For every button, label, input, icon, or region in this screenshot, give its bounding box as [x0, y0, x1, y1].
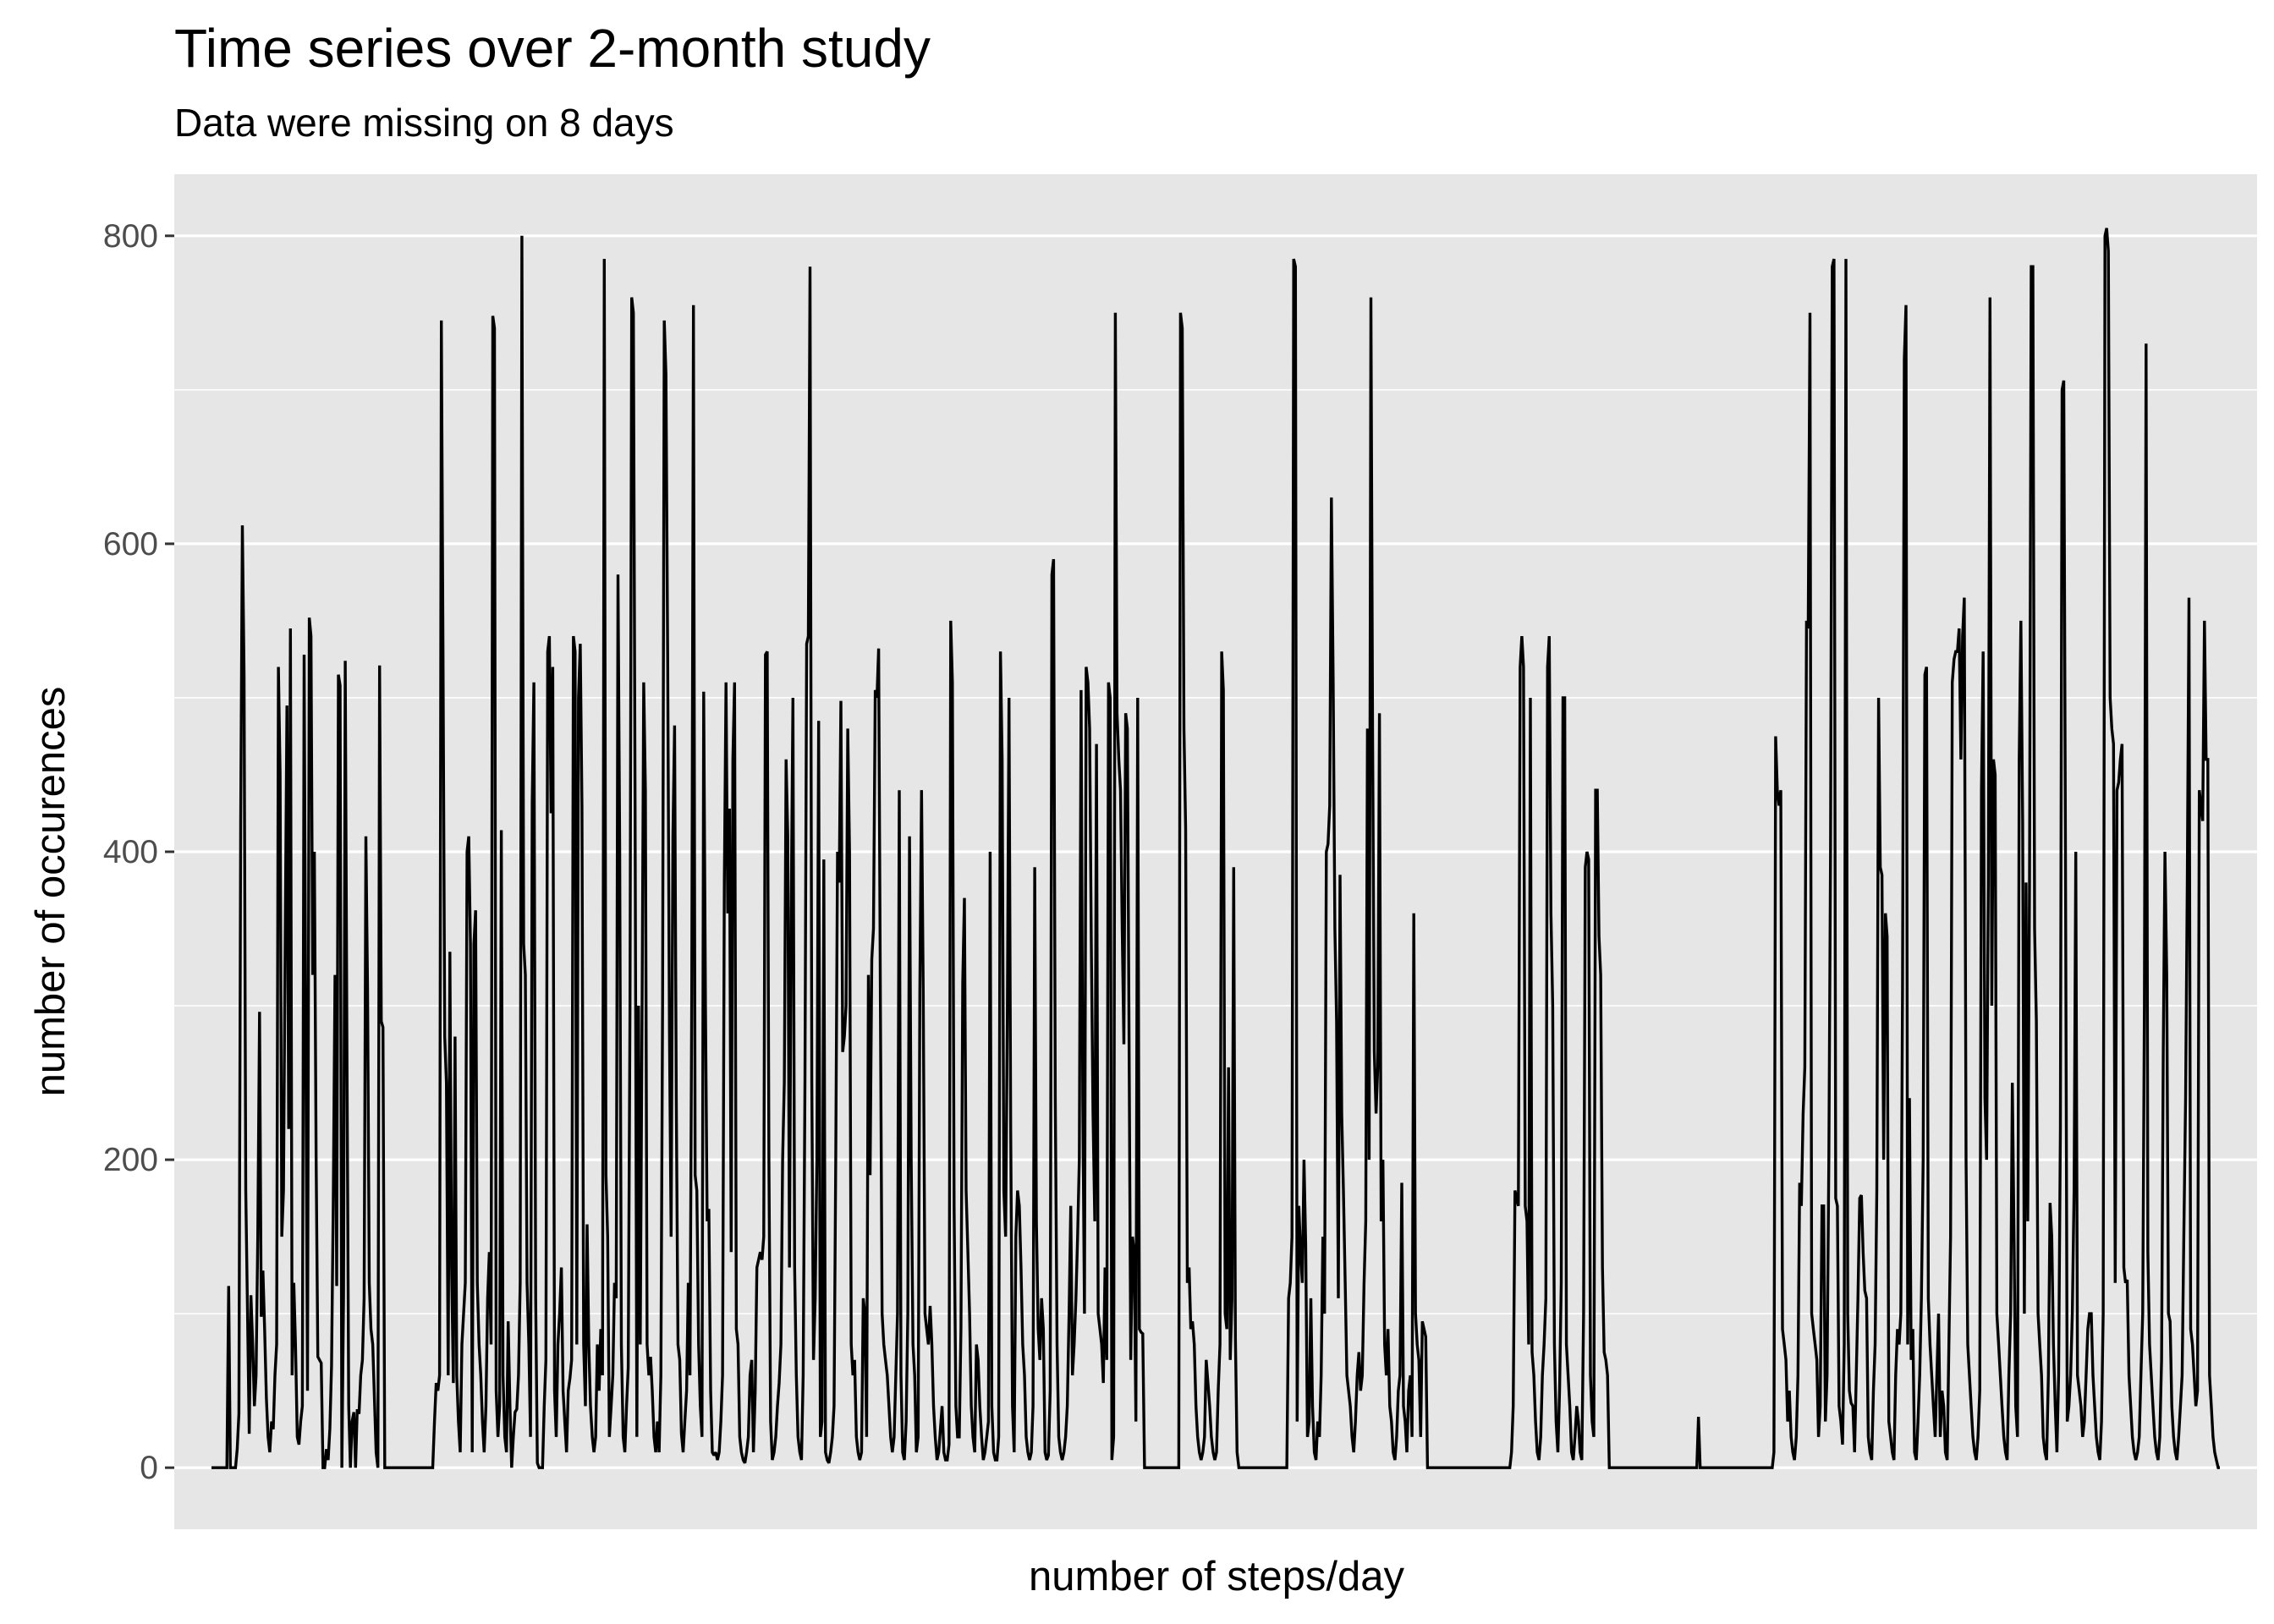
chart-subtitle: Data were missing on 8 days [174, 101, 674, 145]
y-axis-tick-labels: 0 200 400 600 800 [103, 218, 158, 1486]
y-tick-label: 600 [103, 526, 158, 562]
y-tick-label: 400 [103, 834, 158, 870]
x-axis-label: number of steps/day [1029, 1554, 1404, 1599]
y-tick-label: 0 [140, 1450, 158, 1486]
chart-title: Time series over 2-month study [174, 18, 931, 79]
series-line [211, 228, 2220, 1469]
y-axis-ticks [165, 234, 174, 1469]
y-tick-label: 800 [103, 218, 158, 255]
y-tick-label: 200 [103, 1142, 158, 1178]
series-group [211, 228, 2220, 1469]
